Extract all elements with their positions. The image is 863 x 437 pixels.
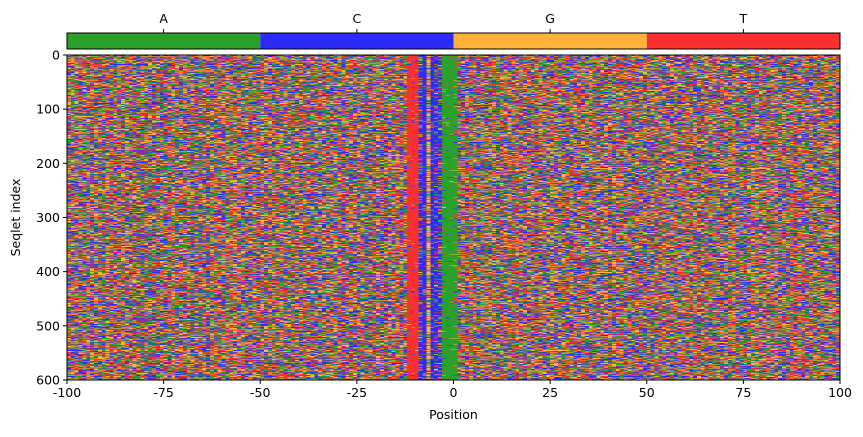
- x-tick-label: -75: [153, 385, 173, 400]
- colorbar-segment-g: [453, 33, 647, 49]
- colorbar-segment-a: [67, 33, 261, 49]
- x-axis-label: Position: [429, 407, 478, 422]
- x-tick-label: -100: [53, 385, 81, 400]
- x-axis-ticks: -100 -75 -50 -25 0 25 50 75 100: [53, 380, 852, 400]
- x-tick-label: 50: [639, 385, 655, 400]
- y-tick-label: 400: [36, 264, 60, 279]
- x-tick-label: 75: [735, 385, 751, 400]
- x-tick-label: 25: [542, 385, 558, 400]
- colorbar-tick-label: G: [545, 11, 555, 26]
- x-tick-label: 0: [450, 385, 458, 400]
- colorbar-segment-c: [260, 33, 454, 49]
- y-axis-label: Seqlet index: [8, 179, 23, 257]
- colorbar-segment-t: [646, 33, 840, 49]
- y-tick-label: 100: [36, 102, 60, 117]
- y-tick-label: 300: [36, 210, 60, 225]
- colorbar-tick-label: T: [739, 11, 748, 26]
- y-tick-label: 200: [36, 156, 60, 171]
- colorbar-tick-label: C: [353, 11, 362, 26]
- x-tick-label: -25: [347, 385, 367, 400]
- y-axis-ticks: 0 100 200 300 400 500 600: [36, 48, 67, 388]
- heatmap-image: [67, 55, 840, 380]
- y-tick-label: 500: [36, 318, 60, 333]
- x-tick-label: -50: [250, 385, 270, 400]
- colorbar: [66, 32, 841, 50]
- heatmap-area: [66, 54, 841, 381]
- x-tick-label: 100: [828, 385, 852, 400]
- colorbar-frame: [66, 32, 841, 50]
- y-tick-label: 0: [52, 48, 60, 63]
- y-tick-label: 600: [36, 373, 60, 388]
- colorbar-tick-label: A: [159, 11, 168, 26]
